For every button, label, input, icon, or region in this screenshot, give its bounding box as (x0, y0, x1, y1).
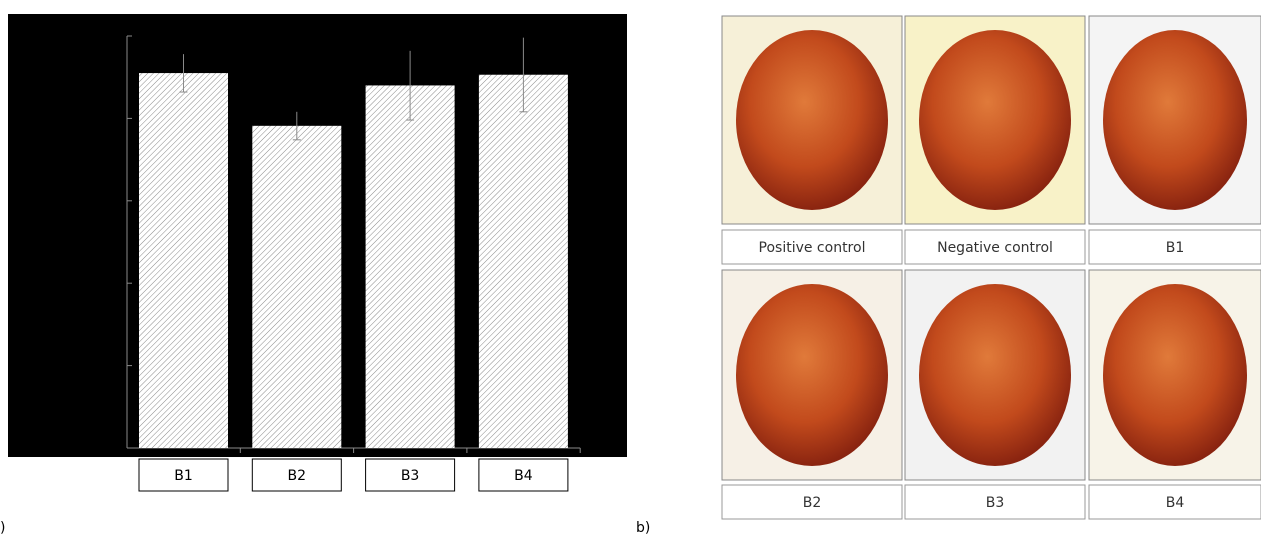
y-tick-label: 3 (110, 193, 119, 209)
x-tick-label: B2 (288, 468, 307, 484)
photo-label: B1 (1166, 240, 1185, 256)
membrane (1103, 284, 1247, 466)
panel-label: ) (0, 520, 5, 536)
photo-label: B2 (803, 495, 822, 511)
membrane (736, 284, 888, 466)
membrane (919, 30, 1071, 210)
x-tick-label: B1 (174, 468, 193, 484)
y-tick-label: 4 (110, 110, 119, 126)
bar (366, 85, 455, 448)
y-tick-label: 0 (110, 440, 119, 456)
photo-label: B3 (986, 495, 1005, 511)
membrane (1103, 30, 1247, 210)
bar (252, 126, 341, 448)
bar (479, 75, 568, 448)
photo-label: Positive control (759, 240, 866, 256)
page: ) b) 0 1 2 3 4 5 B1 B2 B3 B4 Positive control Negat… (0, 0, 1261, 542)
figure: ) b) 0 1 2 3 4 5 B1 B2 B3 B4 Positive control Negat… (0, 0, 1261, 542)
membrane (736, 30, 888, 210)
x-tick-label: B4 (514, 468, 533, 484)
photo-label: B4 (1166, 495, 1185, 511)
y-tick-label: 2 (110, 275, 119, 291)
y-tick-label: 5 (110, 28, 119, 44)
y-tick-label: 1 (110, 358, 119, 374)
photo-label: Negative control (937, 240, 1053, 256)
bar (139, 73, 228, 448)
panel-label: b) (636, 520, 650, 536)
membrane (919, 284, 1071, 466)
x-tick-label: B3 (401, 468, 420, 484)
